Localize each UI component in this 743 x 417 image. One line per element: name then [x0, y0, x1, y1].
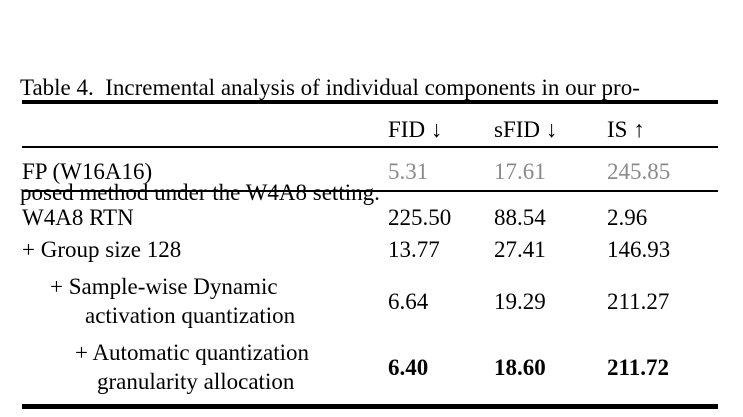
row-label: W4A8 RTN	[22, 205, 134, 230]
fid-value: 13.77	[388, 237, 440, 262]
sfid-value: 88.54	[494, 205, 546, 230]
row-w4a8-rtn: W4A8 RTN 225.50 88.54 2.96	[22, 191, 718, 234]
col-header-is: IS ↑	[607, 102, 718, 148]
header-empty-cell	[22, 102, 388, 148]
row-label-line-2: granularity allocation	[97, 369, 295, 394]
row-sample-wise-dynamic: + Sample-wise Dynamic activation quantiz…	[22, 266, 718, 336]
fid-value: 225.50	[388, 205, 452, 230]
caption-line-1: Table 4. Incremental analysis of individ…	[20, 75, 640, 100]
is-value: 211.72	[607, 354, 669, 380]
is-value: 245.85	[607, 147, 718, 192]
row-label-line-1: + Automatic quantization	[75, 340, 309, 365]
row-group-size-128: + Group size 128 13.77 27.41 146.93	[22, 234, 718, 266]
sfid-value: 18.60	[494, 354, 546, 380]
table-caption: Table 4. Incremental analysis of individ…	[20, 0, 720, 280]
sfid-value: 27.41	[494, 237, 546, 262]
fid-value: 5.31	[388, 147, 494, 192]
row-label: + Sample-wise Dynamic activation quantiz…	[22, 266, 388, 336]
row-label: FP (W16A16)	[22, 147, 388, 192]
is-value: 2.96	[607, 205, 648, 230]
sfid-value: 17.61	[494, 147, 607, 192]
is-value: 146.93	[607, 237, 671, 262]
fid-value: 6.40	[388, 354, 429, 380]
row-label: + Group size 128	[22, 237, 182, 262]
row-automatic-granularity: + Automatic quantization granularity all…	[22, 336, 718, 407]
results-table: FID ↓ sFID ↓ IS ↑ FP (W16A16) 5.31 17.61…	[22, 100, 718, 409]
sfid-value: 19.29	[494, 288, 546, 314]
col-header-sfid: sFID ↓	[494, 102, 607, 148]
fid-value: 6.64	[388, 288, 429, 314]
row-label-line-1: + Sample-wise Dynamic	[50, 274, 278, 299]
row-label: + Automatic quantization granularity all…	[22, 336, 388, 407]
col-header-fid: FID ↓	[388, 102, 494, 148]
header-row: FID ↓ sFID ↓ IS ↑	[22, 102, 718, 148]
is-value: 211.27	[607, 288, 670, 314]
row-label-line-2: activation quantization	[85, 303, 296, 328]
row-fp-baseline: FP (W16A16) 5.31 17.61 245.85	[22, 147, 718, 192]
